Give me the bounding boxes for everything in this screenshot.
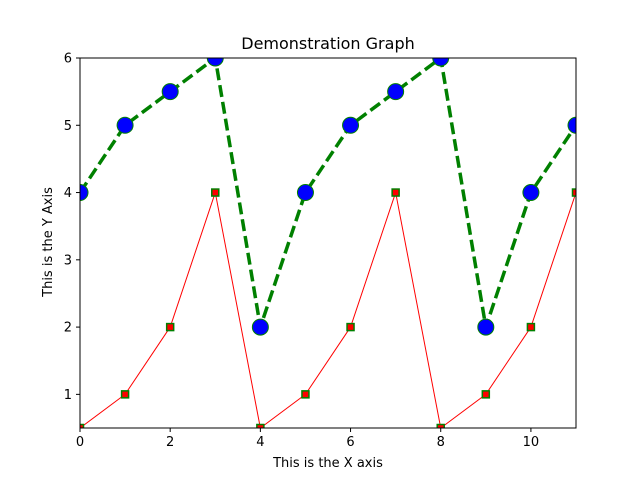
series-1-line: [80, 58, 576, 329]
series-2-point: [481, 390, 491, 399]
y-tick-label: 6: [64, 52, 72, 67]
y-axis: 1 2 3 4 5 6: [64, 52, 80, 403]
series-1-point: [251, 318, 269, 336]
series-1-point: [80, 184, 89, 202]
series-2-point: [256, 423, 265, 428]
y-axis-label: This is the Y Axis: [41, 187, 56, 298]
y-tick-label: 5: [64, 119, 72, 134]
x-tick-label: 10: [523, 435, 540, 450]
x-axis-label: This is the X axis: [272, 456, 383, 471]
series-1-point: [116, 116, 134, 134]
y-tick-label: 3: [64, 253, 72, 268]
x-tick-label: 8: [437, 435, 445, 450]
series-2-point: [80, 423, 85, 428]
series-2-point: [120, 390, 130, 399]
plot-frame: [79, 57, 577, 429]
y-tick-label: 2: [64, 321, 72, 336]
series-2-point: [165, 322, 175, 332]
series-1-point: [432, 58, 450, 67]
series-2-point: [571, 188, 576, 197]
series-2-point: [436, 423, 445, 428]
plot-area: [80, 58, 576, 428]
x-tick-label: 6: [346, 435, 354, 450]
series-1-point: [567, 116, 576, 134]
series-2-point: [301, 390, 310, 399]
series-2-point: [526, 322, 536, 332]
series-1-point: [522, 184, 540, 202]
y-tick-label: 4: [64, 186, 72, 201]
x-tick-label: 2: [166, 435, 174, 450]
series-2-point: [211, 188, 220, 197]
x-tick-label: 4: [256, 435, 264, 450]
x-tick-label: 0: [76, 435, 84, 450]
chart-title: Demonstration Graph: [241, 34, 414, 53]
y-tick-label: 1: [64, 388, 72, 403]
series-1-point: [342, 116, 360, 134]
series-2-point: [346, 322, 355, 332]
series-1-point: [206, 58, 224, 67]
series-2-point: [391, 188, 400, 197]
series-1-point: [161, 83, 179, 101]
x-axis: 0 2 4 6 8 10: [76, 428, 539, 450]
series-1-point: [477, 318, 495, 336]
series-1-point: [296, 184, 314, 202]
series-1-point: [387, 83, 405, 101]
series-2-line: [80, 192, 576, 428]
